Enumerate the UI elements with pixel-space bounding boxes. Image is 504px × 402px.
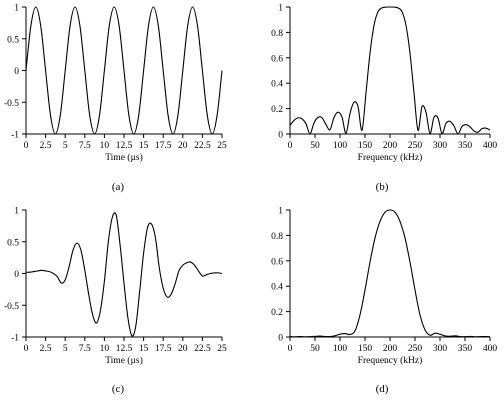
- series-line: [289, 209, 491, 338]
- series-line: [25, 212, 223, 337]
- panel-label: (d): [376, 383, 389, 395]
- x-tick-label: 5: [63, 344, 68, 354]
- y-tick-label: 0: [14, 67, 19, 77]
- y-tick-label: -0.5: [4, 99, 19, 109]
- x-tick-label: 100: [333, 141, 348, 151]
- panel-label: (b): [376, 181, 389, 193]
- x-tick-label: 50: [310, 141, 320, 151]
- x-tick-label: 300: [433, 344, 448, 354]
- x-tick-label: 0: [24, 141, 29, 151]
- x-tick-label: 350: [458, 344, 473, 354]
- x-tick-label: 400: [483, 141, 498, 151]
- x-tick-label: 150: [358, 344, 373, 354]
- y-tick-label: 0.2: [271, 105, 283, 115]
- x-tick-label: 2.5: [40, 344, 52, 354]
- y-tick-label: 0: [278, 131, 283, 141]
- x-tick-label: 0: [24, 344, 29, 354]
- x-tick-label: 17.5: [155, 344, 172, 354]
- panel-b: 0 50 100 150 200 250 300 350 400 0 0.2 0.4 0.6 0.8 1 Fr…: [271, 4, 497, 194]
- x-tick-label: 12.5: [116, 344, 133, 354]
- y-tick-label: 0: [278, 334, 283, 344]
- x-tick-label: 100: [333, 344, 348, 354]
- panel-label: (a): [112, 181, 125, 193]
- x-tick-label: 400: [483, 344, 498, 354]
- x-tick-label: 200: [383, 344, 398, 354]
- series-line: [289, 6, 491, 135]
- panel-a: 0 2.5 5 7.5 10 12.5 15 17.5 20 22.5 25 -1 -0.5 0 0.5 1 T…: [4, 4, 227, 194]
- x-tick-label: 7.5: [79, 344, 91, 354]
- y-tick-label: 0.2: [271, 308, 283, 318]
- y-tick-label: 0.6: [271, 257, 283, 267]
- x-tick-label: 20: [178, 141, 188, 151]
- y-tick-label: 0.4: [271, 80, 283, 90]
- y-tick-label: 1: [278, 207, 283, 217]
- y-tick-label: -1: [11, 334, 19, 344]
- x-tick-label: 350: [458, 141, 473, 151]
- y-tick-label: 0.8: [271, 29, 283, 39]
- y-tick-label: 0.4: [271, 283, 283, 293]
- x-tick-label: 50: [310, 344, 320, 354]
- x-tick-label: 20: [178, 344, 188, 354]
- y-tick-label: 0.6: [271, 54, 283, 64]
- y-tick-label: 0: [14, 270, 19, 280]
- x-tick-label: 5: [63, 141, 68, 151]
- x-tick-label: 17.5: [155, 141, 172, 151]
- x-axis-title: Time (µs): [105, 355, 143, 366]
- x-tick-label: 22.5: [194, 141, 211, 151]
- panel-d: 0 50 100 150 200 250 300 350 400 0 0.2 0.4 0.6 0.8 1 Fr…: [271, 207, 497, 396]
- x-axis-title: Frequency (kHz): [358, 355, 423, 366]
- y-tick-label: 0.5: [7, 238, 19, 248]
- x-tick-label: 25: [217, 141, 227, 151]
- x-tick-label: 10: [100, 141, 110, 151]
- panel-label: (c): [112, 383, 125, 395]
- x-tick-label: 250: [408, 344, 423, 354]
- x-tick-label: 2.5: [40, 141, 52, 151]
- y-tick-label: 1: [14, 207, 19, 217]
- x-tick-label: 10: [100, 344, 110, 354]
- x-tick-label: 22.5: [194, 344, 211, 354]
- x-tick-label: 7.5: [79, 141, 91, 151]
- x-tick-label: 150: [358, 141, 373, 151]
- x-tick-label: 250: [408, 141, 423, 151]
- y-tick-label: 1: [14, 4, 19, 14]
- x-axis-title: Time (µs): [105, 152, 143, 163]
- x-tick-label: 15: [139, 344, 149, 354]
- panel-c: 0 2.5 5 7.5 10 12.5 15 17.5 20 22.5 25 -1 -0.5 0 0.5 1 T…: [4, 207, 227, 396]
- x-tick-label: 15: [139, 141, 149, 151]
- x-tick-label: 200: [383, 141, 398, 151]
- x-tick-label: 0: [288, 141, 293, 151]
- y-tick-label: 1: [278, 4, 283, 14]
- y-tick-label: 0.5: [7, 35, 19, 45]
- series-line: [25, 6, 223, 135]
- y-tick-label: -0.5: [4, 302, 19, 312]
- x-tick-label: 12.5: [116, 141, 133, 151]
- x-tick-label: 0: [288, 344, 293, 354]
- y-tick-label: 0.8: [271, 232, 283, 242]
- x-axis-title: Frequency (kHz): [358, 152, 423, 163]
- x-tick-label: 300: [433, 141, 448, 151]
- y-tick-label: -1: [11, 131, 19, 141]
- x-tick-label: 25: [217, 344, 227, 354]
